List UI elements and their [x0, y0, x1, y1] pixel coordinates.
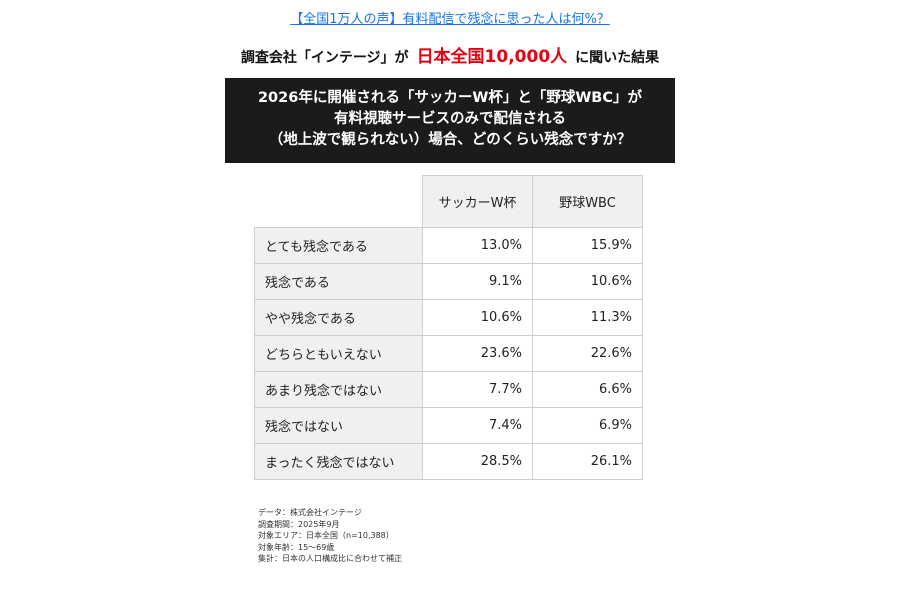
row-label: どちらともいえない [254, 335, 423, 372]
row-label: 残念である [254, 263, 423, 300]
row-label: 残念ではない [254, 407, 423, 444]
value-cell-soccer: 13.0% [422, 227, 533, 264]
note-method: 集計：日本の人口構成比に合わせて補正 [258, 554, 402, 563]
note-source: データ：株式会社インテージ [258, 508, 362, 517]
question-banner: 2026年に開催される「サッカーW杯」と「野球WBC」が 有料視聴サービスのみで… [225, 78, 675, 163]
value-cell-wbc: 22.6% [532, 335, 643, 372]
subtitle-highlight: 日本全国10,000人 [416, 47, 568, 67]
note-period: 調査期間：2025年9月 [258, 519, 340, 529]
value-cell-wbc: 15.9% [532, 227, 643, 264]
table-header-row: サッカーW杯 野球WBC [254, 175, 643, 228]
column-header-soccer: サッカーW杯 [422, 175, 533, 228]
results-table: サッカーW杯 野球WBC とても残念である 13.0% 15.9% 残念である 9.1%… [254, 175, 643, 480]
value-cell-wbc: 11.3% [532, 299, 643, 336]
article-link[interactable]: 【全国1万人の声】有料配信で残念に思った人は何%？ [290, 12, 610, 27]
table-row: とても残念である 13.0% 15.9% [254, 227, 643, 264]
table-row: 残念ではない 7.4% 6.9% [254, 407, 643, 444]
table-row: どちらともいえない 23.6% 22.6% [254, 335, 643, 372]
value-cell-soccer: 28.5% [422, 443, 533, 480]
subtitle-prefix: 調査会社「インテージ」が [240, 50, 409, 66]
table-row: あまり残念ではない 7.7% 6.6% [254, 371, 643, 408]
table-row: やや残念である 10.6% 11.3% [254, 299, 643, 336]
table-body: とても残念である 13.0% 15.9% 残念である 9.1% 10.6% やや残念である 1… [254, 227, 643, 480]
value-cell-soccer: 7.7% [422, 371, 533, 408]
column-header-wbc: 野球WBC [532, 175, 643, 228]
row-label: とても残念である [254, 227, 423, 264]
row-label: まったく残念ではない [254, 443, 423, 480]
question-line-1: 2026年に開催される「サッカーW杯」と「野球WBC」が [257, 90, 643, 106]
value-cell-soccer: 10.6% [422, 299, 533, 336]
value-cell-wbc: 26.1% [532, 443, 643, 480]
note-age: 対象年齢：15～69歳 [258, 542, 335, 552]
value-cell-soccer: 9.1% [422, 263, 533, 300]
value-cell-wbc: 10.6% [532, 263, 643, 300]
question-line-3: （地上波で観られない）場合、どのくらい残念ですか？ [268, 132, 632, 148]
row-label: あまり残念ではない [254, 371, 423, 408]
question-line-2: 有料視聴サービスのみで配信される [334, 111, 566, 127]
subtitle-suffix: に聞いた結果 [575, 50, 660, 66]
table-row: まったく残念ではない 28.5% 26.1% [254, 443, 643, 480]
value-cell-soccer: 23.6% [422, 335, 533, 372]
value-cell-wbc: 6.9% [532, 407, 643, 444]
value-cell-soccer: 7.4% [422, 407, 533, 444]
data-notes: データ：株式会社インテージ 調査期間：2025年9月 対象エリア：日本全国（n=… [258, 507, 402, 565]
table-corner-cell [254, 175, 423, 228]
note-area: 対象エリア：日本全国（n=10,388） [258, 531, 394, 540]
value-cell-wbc: 6.6% [532, 371, 643, 408]
survey-subtitle: 調査会社「インテージ」が 日本全国10,000人 に聞いた結果 [0, 42, 900, 67]
row-label: やや残念である [254, 299, 423, 336]
table-row: 残念である 9.1% 10.6% [254, 263, 643, 300]
